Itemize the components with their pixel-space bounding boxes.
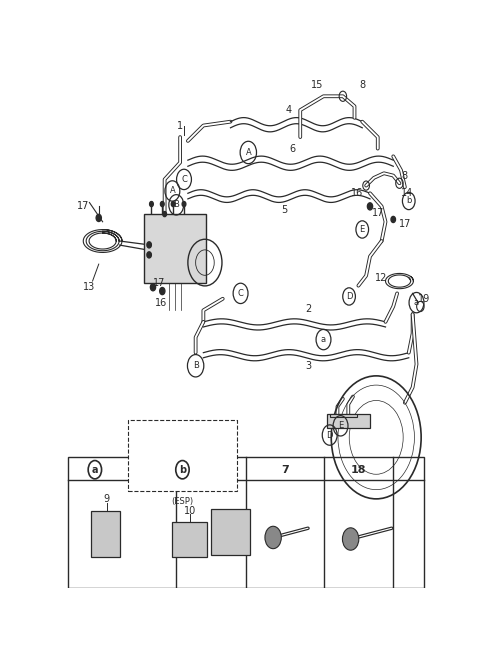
Text: 8: 8 — [402, 171, 408, 180]
Text: 5: 5 — [282, 205, 288, 215]
Text: D: D — [326, 430, 333, 440]
Text: C: C — [181, 175, 187, 184]
Text: 3: 3 — [305, 361, 311, 371]
Text: A: A — [245, 148, 251, 157]
Text: B: B — [173, 200, 179, 210]
Text: E: E — [360, 225, 365, 234]
Circle shape — [150, 202, 153, 207]
Text: 11: 11 — [207, 465, 223, 475]
Text: A: A — [169, 186, 175, 196]
FancyBboxPatch shape — [172, 522, 207, 557]
FancyBboxPatch shape — [144, 214, 206, 284]
Text: E: E — [338, 421, 343, 430]
Circle shape — [391, 216, 396, 223]
Text: 8: 8 — [359, 81, 365, 91]
Text: a: a — [92, 465, 98, 475]
Text: 10: 10 — [184, 506, 196, 516]
Text: 17: 17 — [399, 219, 411, 229]
Text: a: a — [321, 335, 326, 344]
Text: 16: 16 — [155, 297, 167, 307]
FancyBboxPatch shape — [248, 522, 259, 531]
Circle shape — [182, 202, 186, 207]
Text: 15: 15 — [311, 81, 324, 91]
Text: B: B — [192, 362, 199, 370]
FancyBboxPatch shape — [248, 533, 259, 542]
Text: 7: 7 — [281, 465, 288, 475]
Text: 1: 1 — [177, 120, 183, 130]
Circle shape — [147, 252, 151, 258]
Circle shape — [171, 202, 175, 207]
Circle shape — [163, 212, 167, 217]
FancyBboxPatch shape — [128, 420, 237, 491]
Circle shape — [160, 202, 164, 207]
FancyBboxPatch shape — [330, 414, 357, 416]
Text: b: b — [406, 196, 411, 206]
Text: 9: 9 — [103, 494, 109, 504]
Text: 18: 18 — [350, 465, 366, 475]
Text: 12: 12 — [375, 273, 388, 283]
Text: 19: 19 — [418, 293, 431, 304]
Text: b: b — [179, 465, 186, 475]
Text: 4: 4 — [286, 105, 292, 115]
Text: 17: 17 — [77, 202, 89, 212]
Text: 6: 6 — [289, 143, 296, 153]
Circle shape — [367, 203, 372, 210]
Text: 2: 2 — [305, 304, 311, 314]
Circle shape — [342, 528, 359, 550]
Text: 17: 17 — [372, 208, 384, 217]
Circle shape — [160, 288, 165, 295]
Circle shape — [147, 242, 151, 248]
Text: 16: 16 — [351, 188, 363, 198]
Text: 14: 14 — [401, 188, 413, 198]
FancyBboxPatch shape — [327, 414, 370, 428]
Text: 17: 17 — [153, 278, 166, 288]
Text: D: D — [346, 292, 352, 301]
Circle shape — [96, 214, 101, 221]
Text: (ESP): (ESP) — [171, 497, 193, 506]
Circle shape — [265, 526, 281, 549]
FancyBboxPatch shape — [68, 457, 424, 588]
FancyBboxPatch shape — [91, 510, 120, 557]
Text: a: a — [414, 298, 419, 307]
FancyBboxPatch shape — [211, 509, 250, 555]
Text: C: C — [238, 289, 243, 298]
FancyBboxPatch shape — [248, 511, 259, 521]
Text: 13: 13 — [84, 282, 96, 292]
Circle shape — [150, 284, 156, 291]
